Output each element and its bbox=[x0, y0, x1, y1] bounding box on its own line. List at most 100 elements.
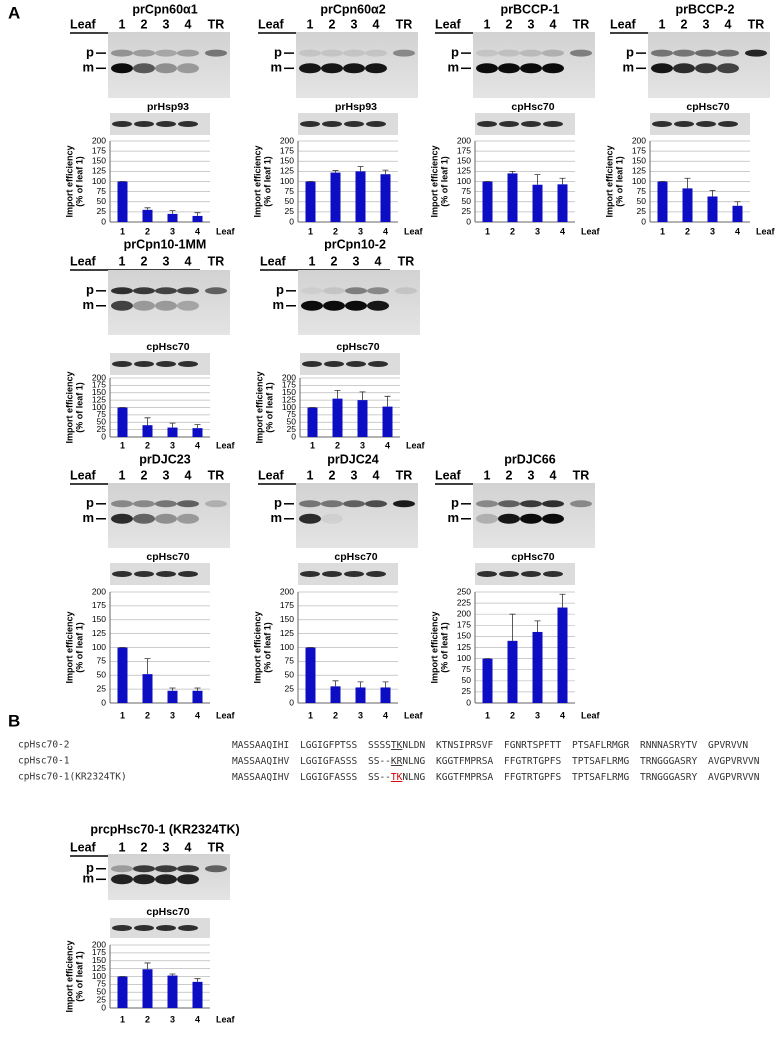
error-bar bbox=[559, 177, 566, 185]
sequence-group: AVGPVRVVN bbox=[708, 772, 760, 783]
lane-label: 4 bbox=[373, 17, 380, 31]
blot-title: prDJC66 bbox=[504, 452, 555, 466]
blot-title: prDJC24 bbox=[327, 452, 378, 466]
sequence-group: GPVRVVN bbox=[708, 740, 748, 751]
x-tick-label: 2 bbox=[145, 1014, 150, 1024]
lane-label: 2 bbox=[329, 468, 336, 482]
y-tick-label: 0 bbox=[466, 216, 471, 226]
blot-band bbox=[542, 513, 564, 524]
lane-label: TR bbox=[573, 468, 590, 482]
lane-label: 3 bbox=[163, 468, 170, 482]
loading-band bbox=[477, 121, 497, 127]
lane-label: 4 bbox=[373, 468, 380, 482]
blot-band bbox=[476, 49, 498, 57]
y-axis-label: Import efficiency bbox=[252, 145, 262, 217]
y-tick-label: 125 bbox=[92, 628, 106, 638]
lane-label: 2 bbox=[141, 468, 148, 482]
loading-band bbox=[300, 571, 320, 577]
blot-band bbox=[542, 500, 564, 508]
y-tick-label: 75 bbox=[462, 664, 472, 674]
loading-band bbox=[134, 925, 154, 931]
error-bar bbox=[509, 613, 516, 641]
x-tick-label: 3 bbox=[358, 710, 363, 720]
lane-label: 1 bbox=[119, 840, 126, 854]
bar bbox=[142, 209, 153, 222]
y-tick-label: 75 bbox=[287, 409, 297, 419]
blot-band bbox=[177, 49, 199, 57]
blot-band bbox=[321, 63, 343, 74]
lane-label: 2 bbox=[681, 17, 688, 31]
lane-label: 2 bbox=[331, 254, 338, 268]
y-tick-label: 75 bbox=[462, 186, 472, 196]
blot-band bbox=[299, 63, 321, 74]
blot-band bbox=[155, 63, 177, 74]
blot-band bbox=[177, 865, 199, 873]
x-tick-label: 4 bbox=[195, 1014, 200, 1024]
y-tick-label: 0 bbox=[289, 697, 294, 707]
loading-band bbox=[652, 121, 672, 127]
band-label: p bbox=[274, 45, 282, 60]
bar bbox=[167, 690, 178, 703]
blot-band bbox=[133, 300, 155, 311]
bar bbox=[142, 674, 153, 703]
loading-control-label: cpHsc70 bbox=[511, 101, 554, 113]
lane-label: 4 bbox=[185, 840, 192, 854]
loading-band bbox=[134, 571, 154, 577]
y-tick-label: 150 bbox=[457, 156, 471, 166]
blot-band bbox=[498, 513, 520, 524]
sequence-group: SS--KRNLNG bbox=[368, 756, 426, 767]
error-bar bbox=[709, 190, 716, 197]
y-axis-label: (% of leaf 1) bbox=[264, 382, 274, 433]
y-tick-label: 200 bbox=[282, 372, 296, 382]
y-tick-label: 100 bbox=[280, 176, 294, 186]
blot-band bbox=[111, 287, 133, 295]
blot-band bbox=[111, 63, 133, 74]
loading-control-label: cpHsc70 bbox=[146, 341, 189, 353]
y-tick-label: 150 bbox=[282, 387, 296, 397]
y-tick-label: 175 bbox=[280, 600, 294, 610]
band-label: m bbox=[82, 60, 94, 75]
blot-band bbox=[476, 513, 498, 524]
blot-band bbox=[177, 874, 199, 885]
x-tick-label: 2 bbox=[685, 226, 690, 236]
blot-band bbox=[695, 49, 717, 57]
y-tick-label: 175 bbox=[280, 145, 294, 155]
bar bbox=[355, 171, 366, 222]
y-axis-label: Import efficiency bbox=[64, 940, 74, 1012]
loading-control-label: prHsp93 bbox=[335, 101, 377, 113]
bar bbox=[305, 647, 316, 703]
blot-title: prCpn60α1 bbox=[132, 2, 197, 16]
sequence-segment: TPTSAFLRMG bbox=[572, 756, 629, 767]
band-label: m bbox=[82, 510, 94, 525]
y-tick-label: 100 bbox=[92, 971, 106, 981]
bar bbox=[307, 407, 318, 437]
loading-band bbox=[112, 361, 132, 367]
band-label: p bbox=[86, 860, 94, 875]
y-tick-label: 50 bbox=[285, 196, 295, 206]
bar bbox=[507, 173, 518, 222]
blot-band bbox=[133, 513, 155, 524]
blot-band bbox=[365, 514, 387, 524]
panel-label: A bbox=[8, 3, 20, 22]
x-axis-label: Leaf bbox=[216, 710, 236, 720]
blot-band bbox=[498, 49, 520, 57]
blot-band bbox=[155, 874, 177, 885]
blot-band bbox=[177, 63, 199, 74]
blot-band bbox=[205, 49, 227, 57]
blot-band bbox=[155, 287, 177, 295]
lane-label: 2 bbox=[329, 17, 336, 31]
y-tick-label: 25 bbox=[285, 206, 295, 216]
loading-band bbox=[178, 925, 198, 931]
blot-band bbox=[111, 874, 133, 885]
blot-band bbox=[111, 300, 133, 311]
x-tick-label: 1 bbox=[308, 710, 313, 720]
error-bar bbox=[144, 417, 151, 426]
y-tick-label: 0 bbox=[101, 697, 106, 707]
sequence-segment: KR bbox=[391, 756, 403, 767]
blot-band bbox=[673, 49, 695, 57]
y-tick-label: 175 bbox=[92, 380, 106, 390]
sequence-group: FGNRTSPFTT bbox=[504, 740, 561, 751]
lane-label: Leaf bbox=[260, 254, 287, 268]
error-bar bbox=[194, 424, 201, 429]
lane-label: Leaf bbox=[70, 840, 97, 854]
